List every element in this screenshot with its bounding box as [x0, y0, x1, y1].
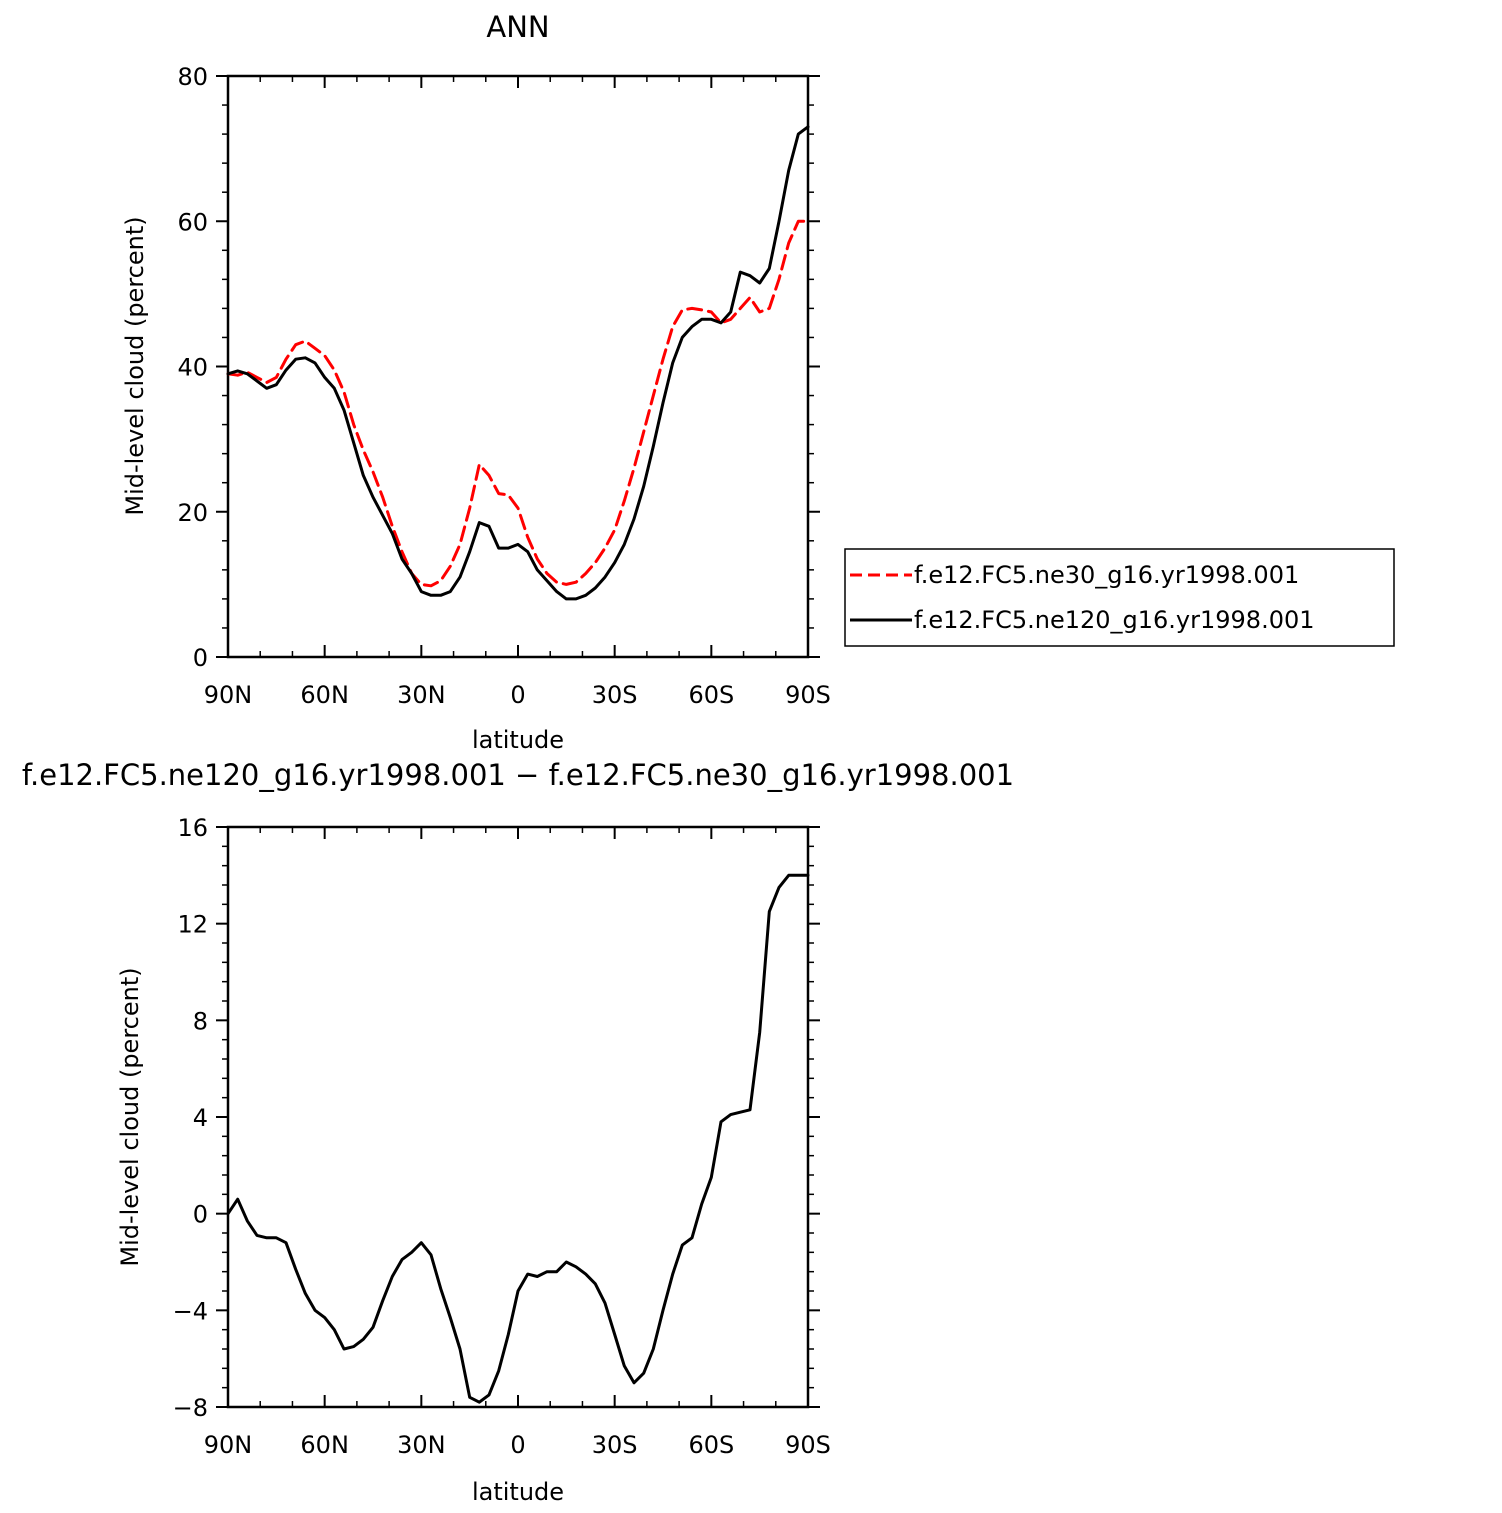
bottom-y-tick-label: 12: [177, 911, 208, 939]
top-x-tick-label: 90S: [785, 681, 831, 709]
bottom-x-tick-label: 60S: [688, 1431, 734, 1459]
top-series-line-1: [226, 219, 810, 588]
bottom-y-tick-label: −8: [173, 1394, 208, 1422]
top-title: ANN: [486, 10, 549, 44]
bottom-x-tick-label: 90N: [204, 1431, 253, 1459]
bottom-y-tick-label: 16: [177, 814, 208, 842]
top-plot-frame: [226, 74, 810, 659]
bottom-ticks: 90N 60N 30N 0 30S 60S 90S −8 −4 0 4 8 12 16: [173, 814, 831, 1459]
bottom-title: f.e12.FC5.ne120_g16.yr1998.001 − f.e12.F…: [22, 758, 1014, 792]
legend-label-ne120: f.e12.FC5.ne120_g16.yr1998.001: [914, 606, 1315, 634]
bottom-plot-frame: [226, 825, 810, 1409]
bottom-lines: [226, 873, 810, 1404]
legend-box: [844, 548, 1395, 647]
top-lines: [226, 125, 810, 601]
top-y-tick-label: 80: [177, 63, 208, 91]
legend: f.e12.FC5.ne30_g16.yr1998.001 f.e12.FC5.…: [844, 548, 1395, 647]
bottom-x-tick-label: 60N: [300, 1431, 349, 1459]
top-y-axis-label: Mid-level cloud (percent): [121, 216, 149, 515]
top-x-tick-label: 90N: [204, 681, 253, 709]
bottom-x-tick-label: 30S: [592, 1431, 638, 1459]
bottom-x-tick-label: 90S: [785, 1431, 831, 1459]
bottom-y-tick-label: 8: [193, 1007, 208, 1035]
bottom-x-axis-label: latitude: [472, 1478, 564, 1506]
top-y-tick-label: 40: [177, 354, 208, 382]
top-x-axis-label: latitude: [472, 726, 564, 754]
top-y-tick-label: 20: [177, 499, 208, 527]
panel-bottom: f.e12.FC5.ne120_g16.yr1998.001 − f.e12.F…: [22, 758, 1014, 1506]
top-y-tick-label: 60: [177, 208, 208, 236]
top-x-tick-label: 30S: [592, 681, 638, 709]
bottom-series-line-1: [226, 873, 810, 1404]
bottom-y-tick-label: −4: [173, 1297, 208, 1325]
top-ticks: 90N 60N 30N 0 30S 60S 90S 0 20 40 60 80: [177, 63, 830, 709]
top-x-tick-label: 0: [510, 681, 525, 709]
panel-top: ANN 90N 60N 30N 0 30S 60S 90S 0 20 40 60 80 latitud…: [121, 10, 1395, 754]
top-x-tick-label: 30N: [397, 681, 446, 709]
bottom-y-axis-label: Mid-level cloud (percent): [116, 967, 144, 1266]
bottom-y-tick-label: 4: [193, 1104, 208, 1132]
bottom-y-tick-label: 0: [193, 1201, 208, 1229]
legend-label-ne30: f.e12.FC5.ne30_g16.yr1998.001: [914, 561, 1299, 589]
bottom-x-tick-label: 30N: [397, 1431, 446, 1459]
top-x-tick-label: 60N: [300, 681, 349, 709]
bottom-x-tick-label: 0: [510, 1431, 525, 1459]
top-x-tick-label: 60S: [688, 681, 734, 709]
top-series-line-2: [226, 125, 810, 601]
top-y-tick-label: 0: [193, 644, 208, 672]
